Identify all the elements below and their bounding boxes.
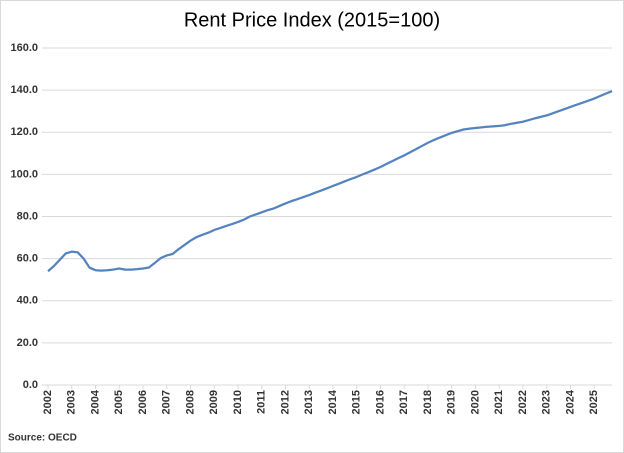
y-tick-label: 20.0 <box>17 337 38 349</box>
x-tick-label: 2012 <box>279 390 291 414</box>
x-tick-label: 2020 <box>469 390 481 414</box>
y-tick-label: 140.0 <box>10 84 38 96</box>
x-tick-label: 2006 <box>137 390 149 414</box>
x-tick-label: 2019 <box>446 390 458 414</box>
y-tick-label: 0.0 <box>23 379 38 391</box>
data-line <box>47 90 613 273</box>
x-tick-label: 2008 <box>184 390 196 414</box>
x-tick-label: 2004 <box>89 389 101 414</box>
x-tick-label: 2022 <box>517 390 529 414</box>
source-note: Source: OECD <box>8 433 77 444</box>
x-tick-label: 2003 <box>66 390 78 414</box>
x-tick-label: 2014 <box>327 389 339 414</box>
x-tick-label: 2009 <box>208 390 220 414</box>
x-tick-label: 2007 <box>161 390 173 414</box>
x-tick-label: 2017 <box>398 390 410 414</box>
x-tick-label: 2011 <box>256 390 268 414</box>
x-tick-label: 2016 <box>374 390 386 414</box>
x-tick-label: 2005 <box>113 390 125 414</box>
y-tick-label: 120.0 <box>10 126 38 138</box>
x-tick-label: 2024 <box>564 389 576 414</box>
x-tick-label: 2002 <box>42 390 54 414</box>
x-tick-label: 2018 <box>422 390 434 414</box>
y-tick-label: 60.0 <box>17 253 38 265</box>
chart-title: Rent Price Index (2015=100) <box>184 9 440 31</box>
x-tick-label: 2010 <box>232 390 244 414</box>
x-tick-label: 2025 <box>588 390 600 414</box>
y-tick-label: 80.0 <box>17 210 38 222</box>
y-tick-label: 40.0 <box>17 295 38 307</box>
x-tick-label: 2015 <box>351 390 363 414</box>
y-tick-label: 160.0 <box>10 42 38 54</box>
x-tick-label: 2021 <box>493 390 505 414</box>
y-tick-label: 100.0 <box>10 168 38 180</box>
x-tick-label: 2013 <box>303 390 315 414</box>
x-tick-label: 2023 <box>541 390 553 414</box>
